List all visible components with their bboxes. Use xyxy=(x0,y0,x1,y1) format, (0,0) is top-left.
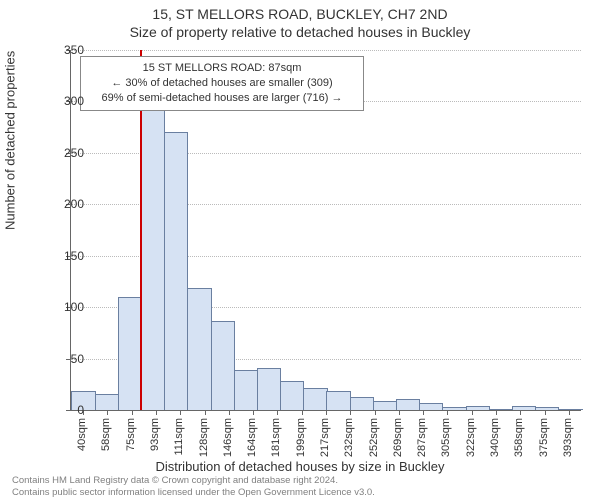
xtick-mark xyxy=(205,410,206,415)
histogram-bar xyxy=(95,394,119,410)
histogram-bar xyxy=(280,381,304,410)
xtick-mark xyxy=(350,410,351,415)
xtick-label: 164sqm xyxy=(246,418,258,457)
xtick-label: 269sqm xyxy=(392,418,404,457)
xtick-label: 111sqm xyxy=(173,418,185,456)
histogram-bar xyxy=(512,406,536,410)
histogram-bar xyxy=(373,401,397,410)
xtick-label: 305sqm xyxy=(440,418,452,457)
xtick-mark xyxy=(545,410,546,415)
histogram-bar xyxy=(187,288,211,410)
footer-attribution: Contains HM Land Registry data © Crown c… xyxy=(12,475,375,498)
annotation-line-1: 15 ST MELLORS ROAD: 87sqm xyxy=(87,61,357,76)
ytick-label: 0 xyxy=(44,403,84,417)
xtick-label: 146sqm xyxy=(222,418,234,457)
xtick-mark xyxy=(472,410,473,415)
ytick-label: 300 xyxy=(44,94,84,108)
xtick-label: 287sqm xyxy=(416,418,428,457)
histogram-bar xyxy=(466,406,490,410)
xtick-mark xyxy=(132,410,133,415)
xtick-mark xyxy=(277,410,278,415)
ytick-label: 50 xyxy=(44,352,84,366)
ytick-label: 350 xyxy=(44,43,84,57)
xtick-mark xyxy=(496,410,497,415)
histogram-bar xyxy=(558,409,582,410)
xtick-label: 340sqm xyxy=(489,418,501,457)
xtick-mark xyxy=(229,410,230,415)
x-axis-label: Distribution of detached houses by size … xyxy=(0,459,600,474)
xtick-label: 217sqm xyxy=(319,418,331,457)
histogram-bar xyxy=(350,397,374,410)
xtick-mark xyxy=(399,410,400,415)
chart-container: 15, ST MELLORS ROAD, BUCKLEY, CH7 2ND Si… xyxy=(0,0,600,500)
histogram-bar xyxy=(141,95,165,410)
footer-line-2: Contains public sector information licen… xyxy=(12,487,375,498)
histogram-bar xyxy=(164,132,188,410)
xtick-label: 375sqm xyxy=(538,418,550,457)
histogram-bar xyxy=(442,407,466,410)
footer-line-1: Contains HM Land Registry data © Crown c… xyxy=(12,475,375,486)
xtick-mark xyxy=(375,410,376,415)
xtick-mark xyxy=(107,410,108,415)
histogram-bar xyxy=(118,297,142,410)
xtick-mark xyxy=(569,410,570,415)
xtick-mark xyxy=(180,410,181,415)
xtick-mark xyxy=(302,410,303,415)
annotation-line-2: ← 30% of detached houses are smaller (30… xyxy=(87,76,357,91)
y-axis-label: Number of detached properties xyxy=(3,51,18,230)
xtick-label: 358sqm xyxy=(513,418,525,457)
xtick-label: 75sqm xyxy=(125,418,137,451)
xtick-mark xyxy=(423,410,424,415)
xtick-label: 252sqm xyxy=(368,418,380,457)
histogram-bar xyxy=(489,409,513,410)
xtick-label: 128sqm xyxy=(198,418,210,457)
xtick-label: 93sqm xyxy=(149,418,161,451)
xtick-mark xyxy=(156,410,157,415)
histogram-bar xyxy=(535,407,559,410)
ytick-label: 200 xyxy=(44,197,84,211)
xtick-mark xyxy=(447,410,448,415)
ytick-label: 250 xyxy=(44,146,84,160)
annotation-box: 15 ST MELLORS ROAD: 87sqm ← 30% of detac… xyxy=(80,56,364,111)
ytick-label: 100 xyxy=(44,300,84,314)
xtick-label: 232sqm xyxy=(343,418,355,457)
histogram-bar xyxy=(303,388,327,410)
xtick-label: 199sqm xyxy=(295,418,307,457)
xtick-label: 393sqm xyxy=(562,418,574,457)
chart-title-sub: Size of property relative to detached ho… xyxy=(0,24,600,40)
histogram-bar xyxy=(234,370,258,410)
chart-title-main: 15, ST MELLORS ROAD, BUCKLEY, CH7 2ND xyxy=(0,6,600,22)
xtick-mark xyxy=(520,410,521,415)
gridline xyxy=(71,50,581,51)
histogram-bar xyxy=(257,368,281,410)
histogram-bar xyxy=(211,321,235,410)
xtick-label: 181sqm xyxy=(270,418,282,457)
histogram-bar xyxy=(419,403,443,410)
ytick-label: 150 xyxy=(44,249,84,263)
xtick-mark xyxy=(326,410,327,415)
xtick-mark xyxy=(253,410,254,415)
histogram-bar xyxy=(326,391,350,411)
annotation-line-3: 69% of semi-detached houses are larger (… xyxy=(87,91,357,106)
xtick-label: 40sqm xyxy=(76,418,88,451)
xtick-label: 322sqm xyxy=(465,418,477,457)
xtick-label: 58sqm xyxy=(100,418,112,451)
histogram-bar xyxy=(396,399,420,410)
